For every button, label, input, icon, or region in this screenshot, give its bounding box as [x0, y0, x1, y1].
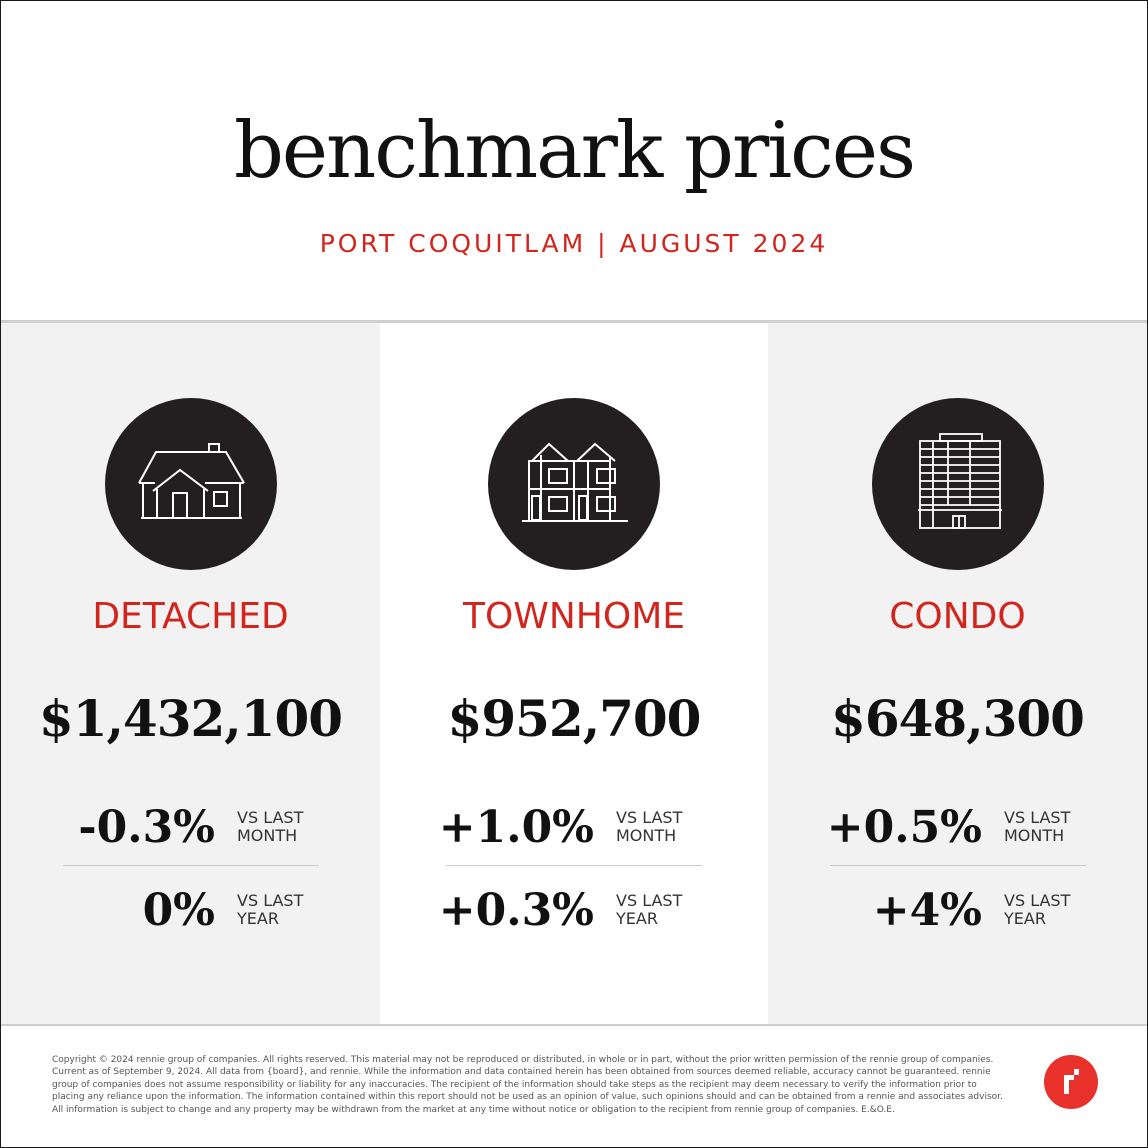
condo-building-icon: [871, 398, 1044, 570]
month-change-label: VS LAST MONTH: [1004, 808, 1071, 845]
year-change: +0.3% VS LAST YEAR: [438, 880, 698, 944]
stat-divider: [63, 865, 319, 866]
month-change-value: -0.3%: [78, 802, 215, 853]
townhome-column: TOWNHOME $952,700 +1.0% VS LAST MONTH +0…: [380, 323, 768, 1024]
month-change: +0.5% VS LAST MONTH: [826, 797, 1086, 861]
disclaimer-text: Copyright © 2024 rennie group of compani…: [52, 1055, 1003, 1115]
header: benchmark prices PORT COQUITLAM | AUGUST…: [1, 1, 1147, 321]
detached-column: DETACHED $1,432,100 -0.3% VS LAST MONTH …: [1, 323, 380, 1024]
page-title: benchmark prices: [233, 106, 916, 196]
detached-house-icon: [104, 398, 277, 570]
month-change-value: +1.0%: [438, 802, 594, 853]
year-change-label: VS LAST YEAR: [616, 891, 683, 928]
year-change-value: 0%: [142, 885, 215, 936]
benchmark-price: $648,300: [831, 689, 1085, 748]
benchmark-price: $952,700: [447, 689, 702, 748]
month-change-label: VS LAST MONTH: [616, 808, 683, 845]
benchmark-price: $1,432,100: [38, 689, 343, 748]
header-divider: [1, 320, 1147, 323]
property-type-label: TOWNHOME: [462, 596, 686, 637]
stat-divider: [830, 865, 1086, 866]
month-change-value: +0.5%: [826, 802, 982, 853]
townhome-icon: [488, 398, 660, 570]
property-type-label: DETACHED: [92, 596, 289, 637]
condo-column: CONDO $648,300 +0.5% VS LAST MONTH +4% V…: [768, 323, 1147, 1024]
rennie-logo-icon: [1044, 1055, 1098, 1109]
property-type-label: CONDO: [889, 596, 1026, 637]
year-change-label: VS LAST YEAR: [237, 891, 304, 928]
stat-divider: [446, 865, 702, 866]
month-change: -0.3% VS LAST MONTH: [63, 797, 319, 861]
month-change-label: VS LAST MONTH: [237, 808, 304, 845]
year-change: +4% VS LAST YEAR: [830, 880, 1086, 944]
year-change: 0% VS LAST YEAR: [63, 880, 319, 944]
year-change-label: VS LAST YEAR: [1004, 891, 1071, 928]
year-change-value: +4%: [872, 885, 982, 936]
month-change: +1.0% VS LAST MONTH: [438, 797, 698, 861]
footer-divider: [1, 1024, 1147, 1026]
page-subtitle: PORT COQUITLAM | AUGUST 2024: [319, 229, 829, 258]
year-change-value: +0.3%: [438, 885, 594, 936]
